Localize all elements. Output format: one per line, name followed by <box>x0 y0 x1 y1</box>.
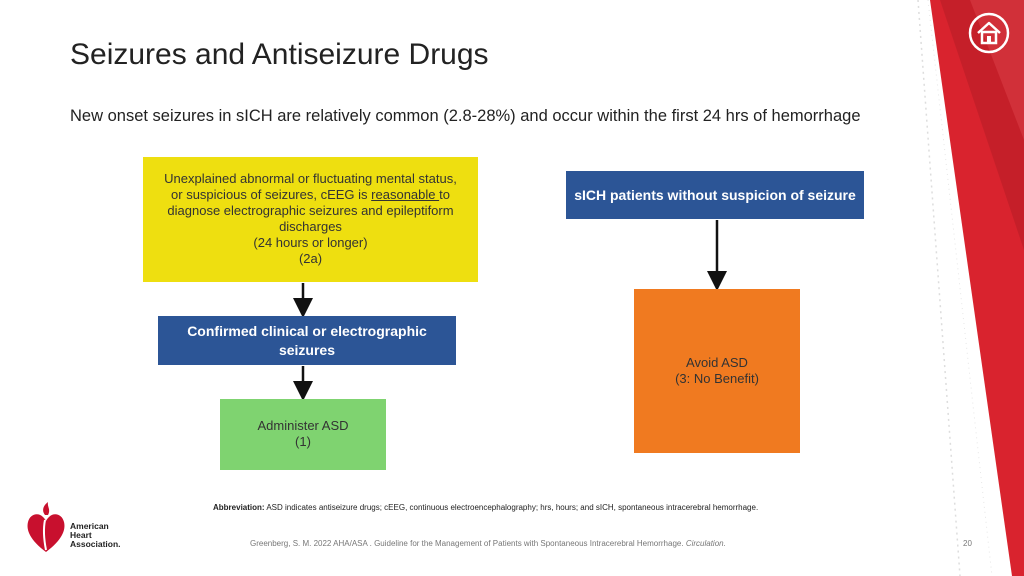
heart-torch-logo-icon <box>27 502 65 552</box>
page-subtitle: New onset seizures in sICH are relativel… <box>70 107 861 125</box>
administer-asd-box: Administer ASD (1) <box>220 399 386 470</box>
page-number: 20 <box>963 539 972 548</box>
confirmed-line-1: Confirmed clinical or electrographic <box>187 323 427 339</box>
ceeg-recommendation-box: Unexplained abnormal or fluctuating ment… <box>143 157 478 282</box>
ceeg-line-2: or suspicious of seizures, cEEG is reaso… <box>171 187 450 202</box>
avoid-asd-box: Avoid ASD (3: No Benefit) <box>634 289 800 453</box>
confirmed-line-2: seizures <box>278 342 336 358</box>
ceeg-line-4: discharges <box>279 219 342 234</box>
avoid-line-1: Avoid ASD <box>686 355 748 370</box>
home-icon[interactable] <box>968 12 1010 54</box>
aha-logo-text: American Heart Association. <box>70 521 121 549</box>
ceeg-line-5: (24 hours or longer) <box>253 235 368 250</box>
ceeg-line-3: diagnose electrographic seizures and epi… <box>167 203 454 218</box>
no-suspicion-text: sICH patients without suspicion of seizu… <box>574 187 856 203</box>
abbreviation-footnote: Abbreviation: ASD indicates antiseizure … <box>213 503 759 512</box>
administer-line-1: Administer ASD <box>257 418 349 433</box>
decorative-red-band <box>917 0 1024 576</box>
confirmed-seizures-box: Confirmed clinical or electrographic sei… <box>158 316 456 365</box>
no-suspicion-box: sICH patients without suspicion of seizu… <box>566 171 864 219</box>
reasonable-underlined: reasonable <box>371 187 440 202</box>
administer-class-label: (1) <box>295 434 311 449</box>
ceeg-line-1: Unexplained abnormal or fluctuating ment… <box>164 171 457 186</box>
ceeg-class-label: (2a) <box>298 251 323 266</box>
citation: Greenberg, S. M. 2022 AHA/ASA . Guidelin… <box>250 539 726 548</box>
avoid-class-label: (3: No Benefit) <box>675 371 759 386</box>
page-title: Seizures and Antiseizure Drugs <box>70 38 489 71</box>
